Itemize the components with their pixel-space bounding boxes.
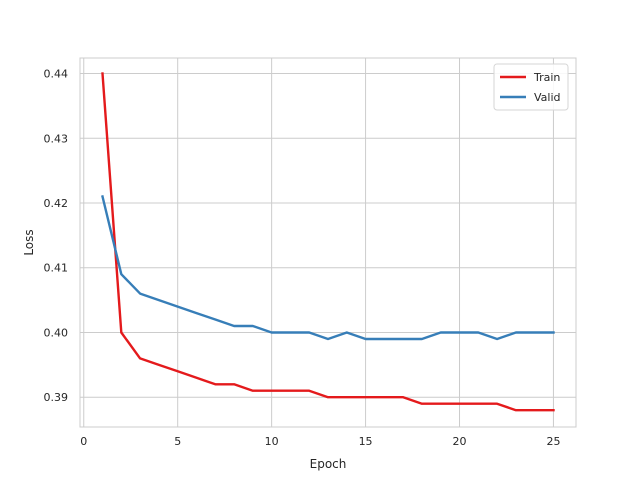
x-tick-label: 25 (546, 435, 560, 448)
legend: Train Valid (493, 63, 569, 111)
x-tick-labels: 0 5 10 15 20 25 (80, 435, 560, 448)
x-tick-label: 5 (174, 435, 181, 448)
legend-box (493, 63, 569, 111)
series-line-train (101, 72, 555, 412)
x-axis-label: Epoch (310, 457, 347, 471)
y-tick-label: 0.44 (44, 68, 69, 81)
x-tick-label: 10 (265, 435, 279, 448)
series-lines (101, 72, 555, 412)
x-tick-label: 15 (359, 435, 373, 448)
y-tick-label: 0.42 (44, 197, 69, 210)
y-tick-labels: 0.39 0.40 0.41 0.42 0.43 0.44 (44, 68, 69, 405)
x-tick-label: 20 (453, 435, 467, 448)
x-tick-label: 0 (80, 435, 87, 448)
series-line-valid (101, 195, 555, 341)
y-tick-label: 0.40 (44, 326, 69, 339)
legend-label-valid: Valid (534, 91, 561, 104)
legend-label-train: Train (533, 71, 560, 84)
y-axis-label: Loss (22, 229, 36, 255)
y-tick-label: 0.39 (44, 391, 69, 404)
plot-frame (79, 57, 577, 428)
grid-lines (80, 58, 576, 427)
y-tick-label: 0.41 (44, 262, 69, 275)
y-tick-label: 0.43 (44, 132, 69, 145)
